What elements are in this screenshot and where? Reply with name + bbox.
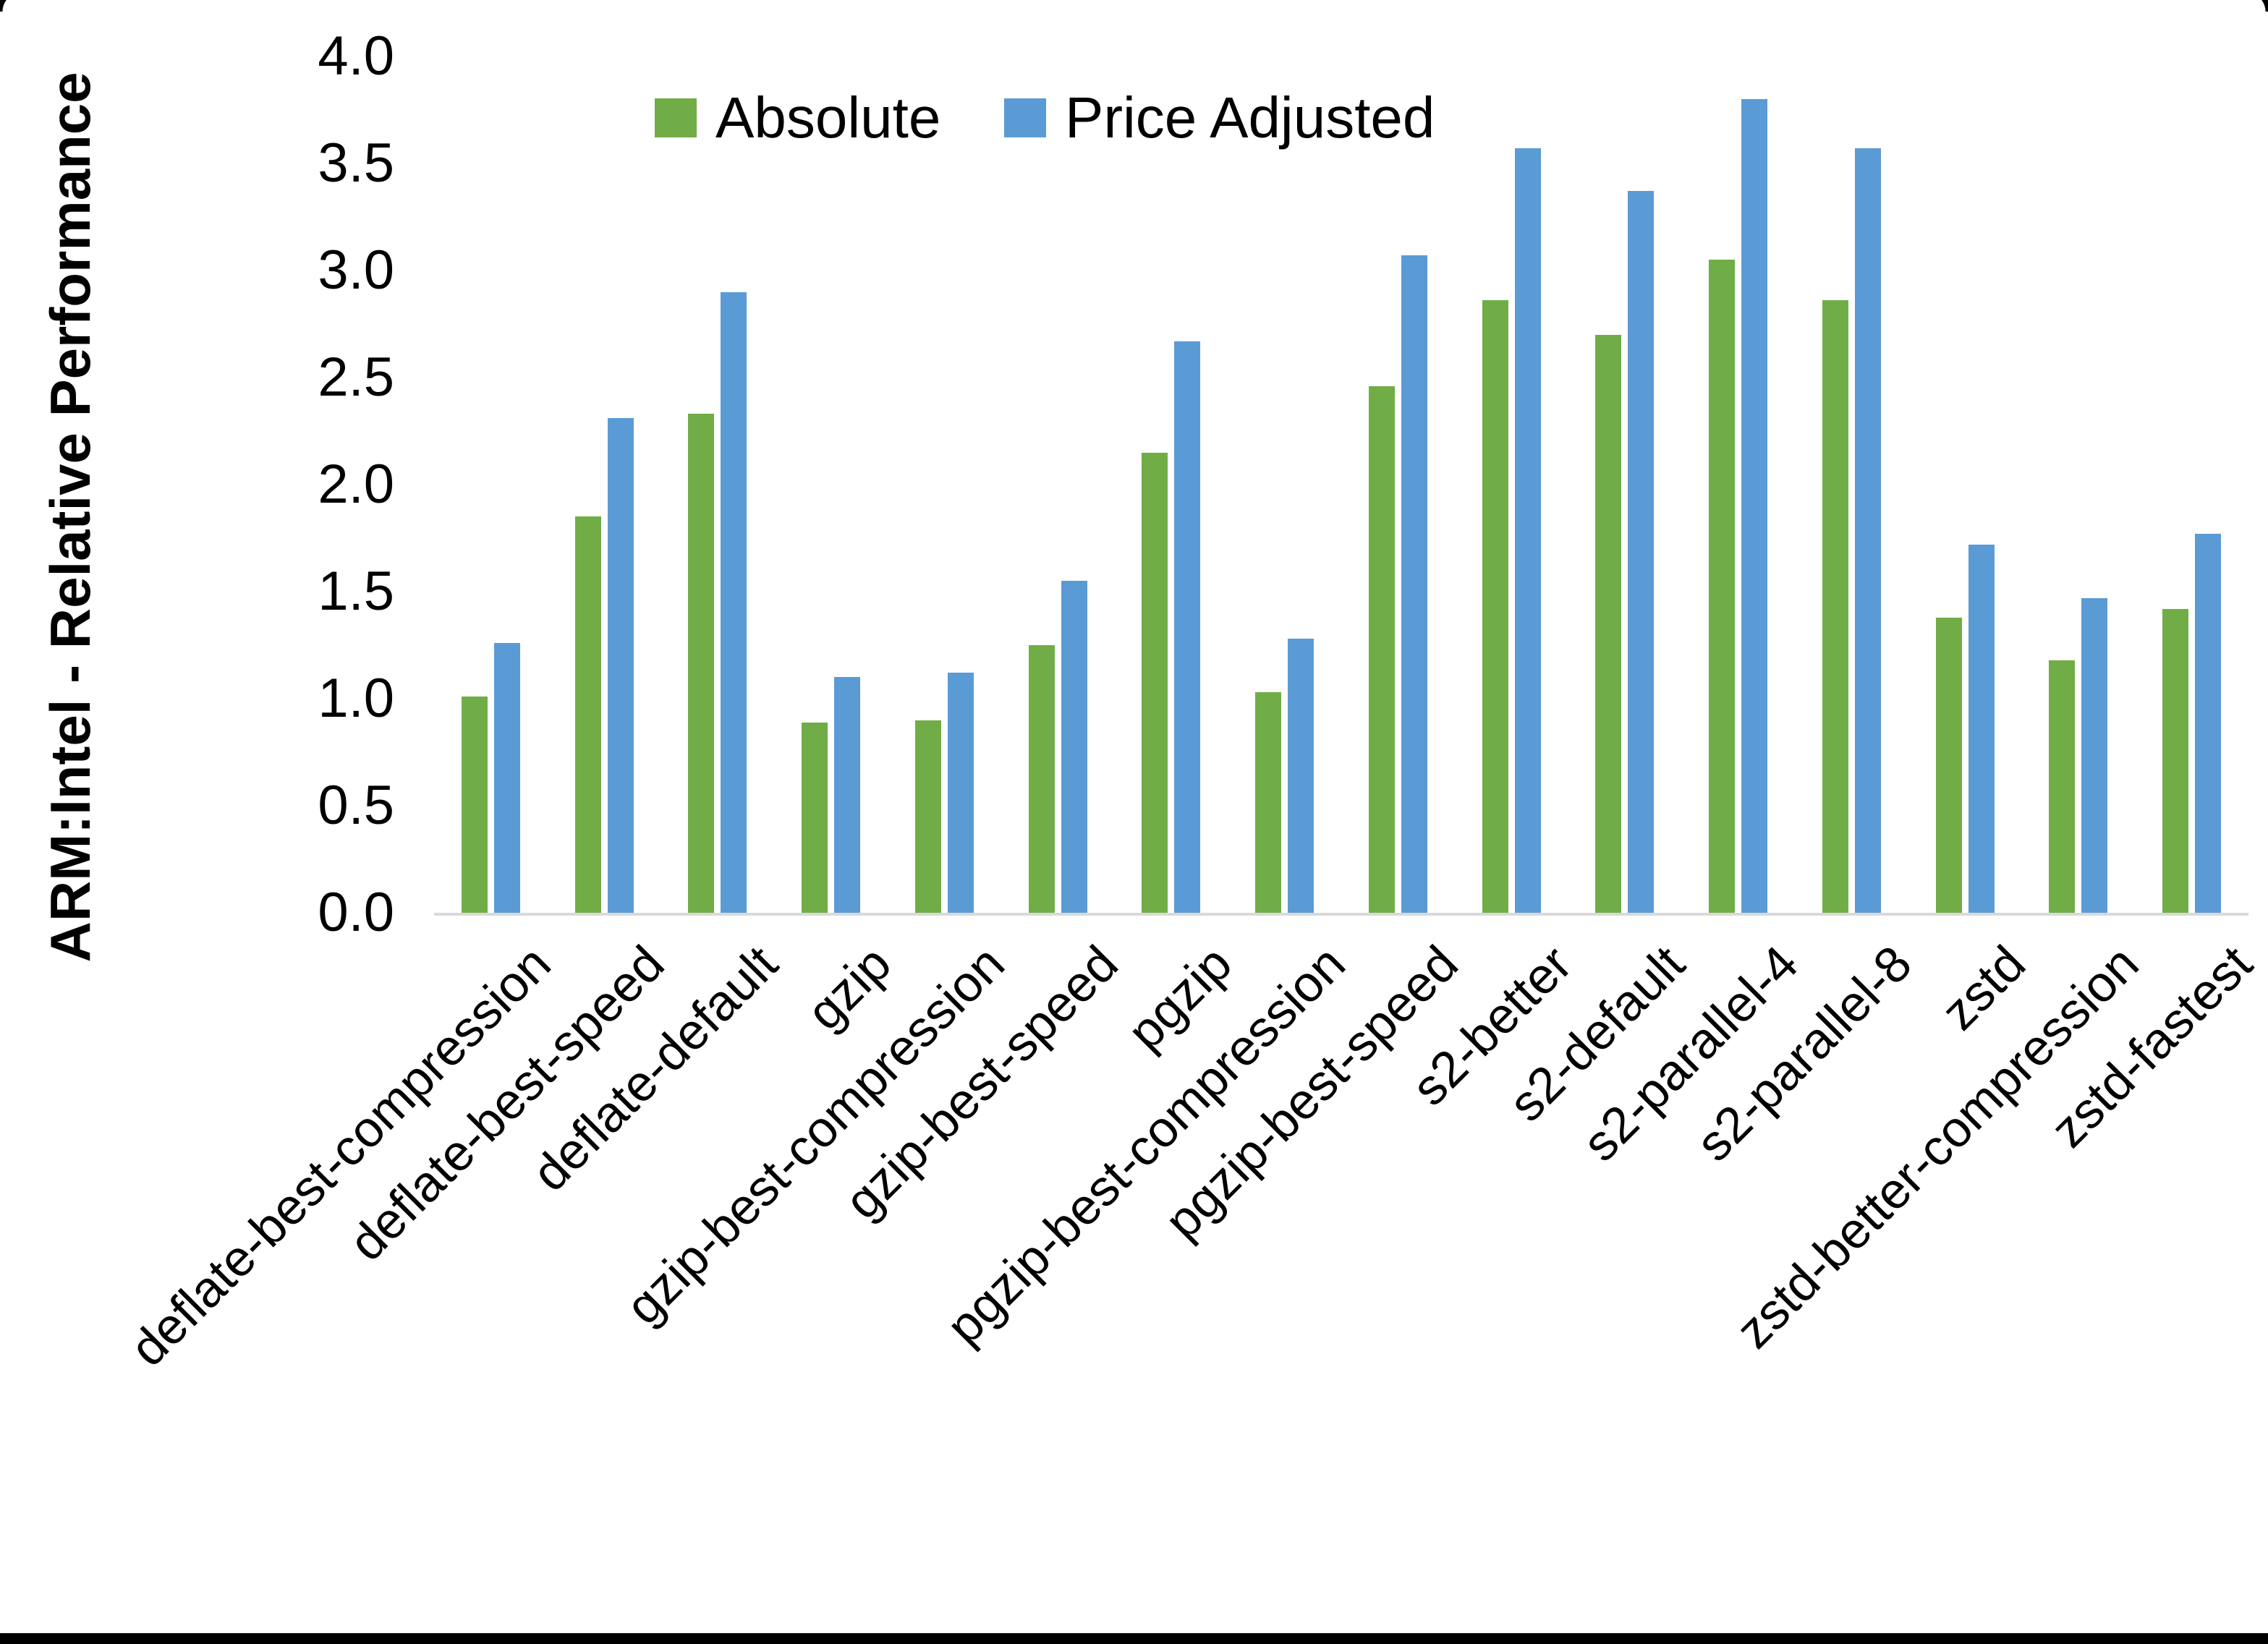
bar-price-adjusted-s2-parallel-4 — [1741, 99, 1767, 913]
bar-absolute-gzip-best-compression — [915, 720, 941, 913]
bar-absolute-pgzip-best-speed — [1369, 386, 1395, 913]
frame-corner-top-left — [0, 0, 22, 12]
y-tick-label-2.0: 2.0 — [318, 453, 394, 515]
y-tick-label-2.5: 2.5 — [318, 346, 394, 408]
y-tick-label-0.0: 0.0 — [318, 882, 394, 943]
bar-absolute-deflate-best-compression — [462, 697, 488, 913]
frame-bottom-bar — [0, 1633, 2268, 1644]
bar-price-adjusted-s2-parallel-8 — [1855, 148, 1881, 913]
y-tick-label-0.5: 0.5 — [318, 775, 394, 836]
bar-price-adjusted-zstd-fastest — [2195, 534, 2221, 913]
bar-price-adjusted-zstd-better-compression — [2081, 598, 2107, 913]
y-tick-label-1.0: 1.0 — [318, 668, 394, 729]
bar-absolute-s2-parallel-4 — [1709, 260, 1735, 913]
bar-price-adjusted-zstd — [1968, 545, 1995, 913]
bar-price-adjusted-pgzip-best-speed — [1401, 255, 1427, 913]
y-axis-title: ARM:Intel - Relative Performance — [38, 72, 102, 963]
bar-price-adjusted-gzip-best-compression — [948, 673, 974, 913]
bar-price-adjusted-deflate-best-speed — [608, 418, 634, 913]
bar-absolute-zstd-fastest — [2162, 609, 2188, 913]
legend-swatch-price-adjusted — [1004, 98, 1046, 137]
bar-price-adjusted-s2-default — [1628, 191, 1654, 913]
bar-absolute-zstd-better-compression — [2049, 660, 2075, 913]
bar-absolute-pgzip-best-compression — [1255, 692, 1281, 913]
bar-price-adjusted-deflate-default — [721, 292, 747, 913]
bar-absolute-deflate-default — [688, 414, 714, 913]
y-tick-label-4.0: 4.0 — [318, 25, 394, 87]
legend-label-absolute: Absolute — [715, 85, 941, 150]
bar-absolute-s2-default — [1595, 335, 1621, 913]
bar-price-adjusted-pgzip — [1174, 341, 1200, 913]
bar-price-adjusted-s2-better — [1515, 148, 1541, 913]
bar-absolute-s2-better — [1482, 300, 1508, 913]
bar-absolute-gzip — [802, 723, 828, 913]
legend-label-price-adjusted: Price Adjusted — [1065, 85, 1435, 150]
bar-price-adjusted-gzip-best-speed — [1061, 581, 1087, 913]
legend-swatch-absolute — [655, 98, 697, 137]
legend-item-price-adjusted: Price Adjusted — [1004, 85, 1435, 150]
bar-price-adjusted-deflate-best-compression — [494, 643, 520, 913]
legend-item-absolute: Absolute — [655, 85, 940, 150]
y-tick-label-1.5: 1.5 — [318, 561, 394, 622]
y-tick-label-3.0: 3.0 — [318, 239, 394, 301]
x-tick-label-deflate-best-compression: deflate-best-compression — [119, 934, 562, 1377]
x-axis-line — [434, 913, 2248, 916]
bar-absolute-deflate-best-speed — [575, 516, 601, 913]
bar-price-adjusted-gzip — [834, 677, 860, 913]
bar-absolute-zstd — [1936, 618, 1962, 913]
y-tick-label-3.5: 3.5 — [318, 132, 394, 194]
bar-absolute-gzip-best-speed — [1029, 645, 1055, 913]
bar-price-adjusted-pgzip-best-compression — [1288, 639, 1314, 913]
bar-absolute-s2-parallel-8 — [1822, 300, 1848, 913]
bar-absolute-pgzip — [1142, 453, 1168, 913]
frame-corner-top-right — [2246, 0, 2268, 12]
